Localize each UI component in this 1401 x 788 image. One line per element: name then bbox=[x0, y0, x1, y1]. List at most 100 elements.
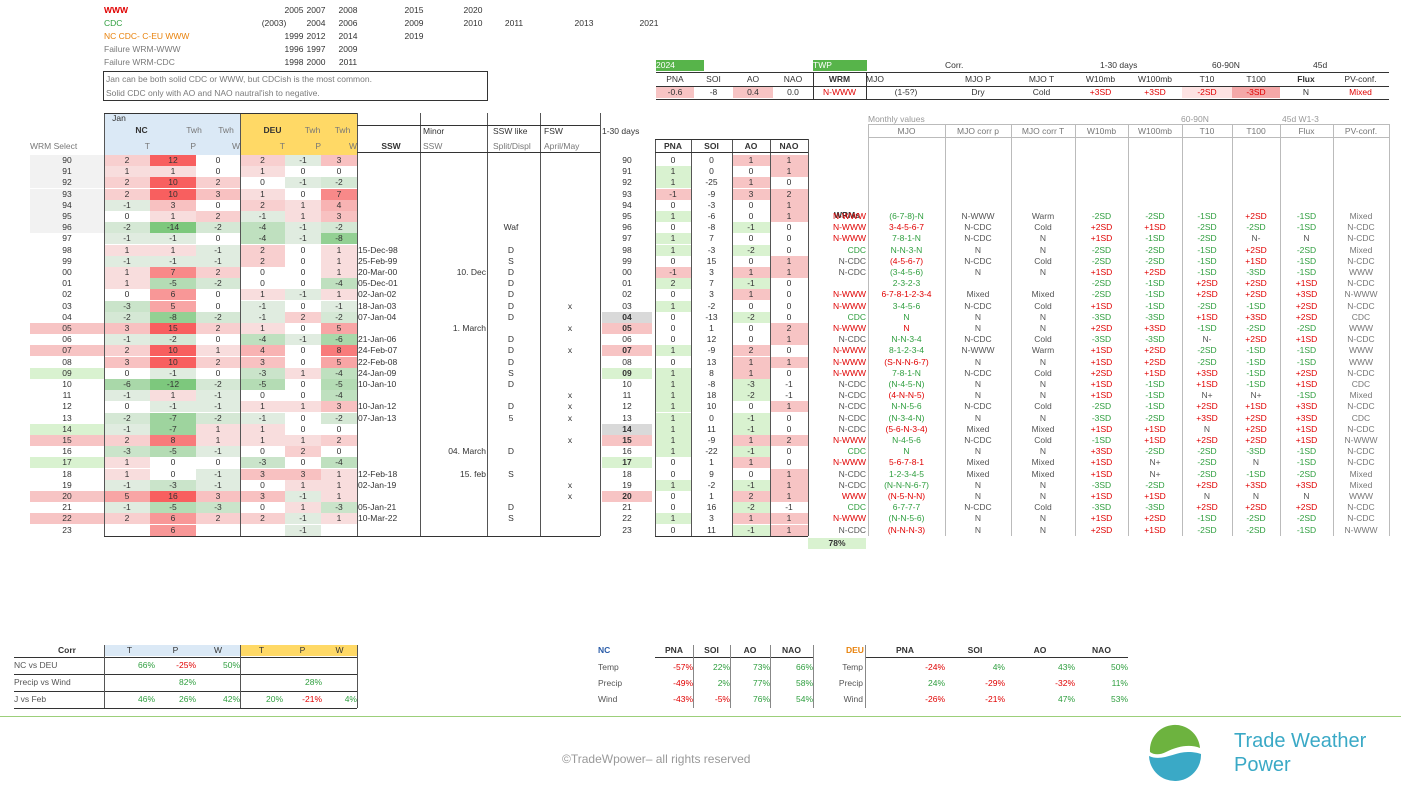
v-grid bbox=[1389, 124, 1390, 536]
mjo-cell: 6-7-8-1-2-3-4 bbox=[881, 289, 932, 300]
year-label: 06 bbox=[62, 334, 72, 345]
minor-ssw bbox=[421, 525, 486, 536]
nc-cell: -5 bbox=[150, 502, 196, 514]
mid-cell: 0 bbox=[748, 211, 754, 221]
mjo-t-cell: N bbox=[1039, 524, 1047, 535]
flux-cell: +2SD bbox=[1295, 300, 1318, 311]
nc-cell: 0 bbox=[215, 457, 221, 468]
wrm-cell bbox=[808, 177, 866, 188]
deu-cell: 0 bbox=[300, 390, 306, 401]
v-grid bbox=[357, 113, 358, 536]
w100-cell: -1SD bbox=[1145, 300, 1165, 311]
w100-cell: -1SD bbox=[1145, 379, 1165, 389]
ssw-date bbox=[358, 491, 418, 502]
pv-cell: N-CDC bbox=[1347, 300, 1375, 311]
pv-cell: Mixed bbox=[1349, 390, 1373, 401]
deu-cell: -4 bbox=[321, 278, 357, 290]
deu-corr-header: NAO bbox=[1092, 645, 1111, 655]
mid-cell: 0 bbox=[670, 491, 676, 501]
w10-cell: -3SD bbox=[1091, 502, 1112, 513]
mid-cell: 0 bbox=[670, 334, 676, 345]
mjo-cell bbox=[868, 177, 945, 188]
current-value: -3SD bbox=[1232, 87, 1280, 98]
nc-corr-value: 77% bbox=[752, 678, 770, 688]
mid-cell: 10 bbox=[706, 401, 717, 412]
legend-year: 1996 bbox=[284, 44, 304, 54]
legend-notes: Jan can be both solid CDC or WWW, but CD… bbox=[103, 71, 488, 101]
mid-cell: 12 bbox=[706, 334, 717, 345]
current-header: T100 bbox=[1246, 74, 1266, 84]
mjo-t-cell: Cold bbox=[1034, 300, 1052, 311]
current-header: T10 bbox=[1199, 74, 1215, 84]
mjo-p-cell: N bbox=[974, 244, 982, 255]
wrm-cell: N-WWW bbox=[832, 323, 866, 333]
mid-year: 17 bbox=[602, 457, 652, 469]
nc-corr-value: 76% bbox=[752, 694, 770, 704]
flux-cell: +1SD bbox=[1295, 423, 1318, 434]
mid-cell: 1 bbox=[770, 255, 808, 267]
nc-corr-header: AO bbox=[743, 645, 757, 655]
nc-cell: 10 bbox=[150, 177, 196, 189]
mid-cell: 0 bbox=[709, 412, 714, 423]
deu-cell: 1 bbox=[285, 479, 321, 491]
mid-cell: 0 bbox=[786, 222, 792, 233]
year-label: 19 bbox=[62, 479, 72, 490]
w100-cell: -1SD bbox=[1145, 401, 1165, 412]
deu-cell: 3 bbox=[321, 211, 357, 222]
deu-cell: 1 bbox=[240, 289, 285, 301]
cur-vline bbox=[813, 72, 814, 99]
deu-cell: 1 bbox=[240, 166, 285, 178]
current-header: MJO T bbox=[1028, 74, 1055, 84]
w10-cell: +2SD bbox=[1090, 367, 1113, 378]
legend-year: 2020 bbox=[463, 5, 483, 15]
mid-cell: 1 bbox=[770, 513, 808, 525]
w100-cell: +1SD bbox=[1144, 435, 1166, 445]
mjo-cell: (4-N-N-5) bbox=[888, 390, 925, 401]
brand-logo-icon bbox=[1144, 722, 1206, 784]
mjo-cell: (N-N-N-3) bbox=[887, 524, 926, 535]
corr-row-label: J vs Feb bbox=[14, 694, 47, 704]
deu-cell: -5 bbox=[240, 379, 285, 390]
nc-cell: -6 bbox=[104, 379, 150, 390]
mjo-cell: 7-8-1-N bbox=[892, 233, 921, 244]
nc-cell: -2 bbox=[104, 311, 150, 323]
deu-cell: -6 bbox=[321, 334, 357, 346]
pv-cell: N-WWW bbox=[1344, 435, 1378, 445]
copyright: ©TradeWpower– all rights reserved bbox=[562, 752, 751, 766]
fsw-mark: x bbox=[567, 323, 573, 333]
monthly-label: Monthly values bbox=[868, 114, 925, 124]
mid-cell: 1 bbox=[732, 435, 770, 446]
nc-cell: 2 bbox=[104, 435, 150, 446]
w10-cell: -3SD bbox=[1091, 412, 1112, 423]
mid-year: 90 bbox=[622, 155, 632, 165]
corr-line bbox=[14, 691, 357, 692]
mid-cell: 1 bbox=[655, 412, 691, 424]
nc-cell: 2 bbox=[196, 267, 240, 278]
w10-cell: +1SD bbox=[1090, 345, 1113, 356]
ssw-like: D bbox=[507, 379, 515, 389]
nc-cell: -1 bbox=[150, 233, 196, 245]
nc-cell: -1 bbox=[196, 468, 240, 480]
deu-cell: 3 bbox=[321, 401, 357, 413]
mjo-p-cell: N bbox=[974, 323, 982, 333]
nc-cell bbox=[104, 525, 150, 536]
deu-corr-value: 47% bbox=[1057, 694, 1075, 704]
year-label: 91 bbox=[30, 166, 104, 178]
ssw-like: D bbox=[507, 289, 515, 300]
mid-cell: 0 bbox=[786, 311, 792, 322]
april-label: April/May bbox=[544, 141, 580, 151]
wrm-cell: N-WWW bbox=[832, 289, 866, 300]
legend-year: (2003) bbox=[261, 18, 287, 28]
nc-cell: 0 bbox=[124, 289, 130, 300]
deu-cell: -5 bbox=[321, 379, 357, 390]
minor-ssw bbox=[421, 312, 486, 323]
t100-cell: +2SD bbox=[1245, 278, 1267, 289]
w100-cell bbox=[1128, 177, 1182, 188]
nd-vline bbox=[693, 645, 694, 708]
minor-ssw bbox=[421, 233, 486, 244]
nc-cell: 3 bbox=[196, 491, 240, 502]
nc-cell: 1 bbox=[104, 468, 150, 480]
year-label: 00 bbox=[62, 267, 72, 277]
ssw-like: D bbox=[507, 300, 515, 311]
